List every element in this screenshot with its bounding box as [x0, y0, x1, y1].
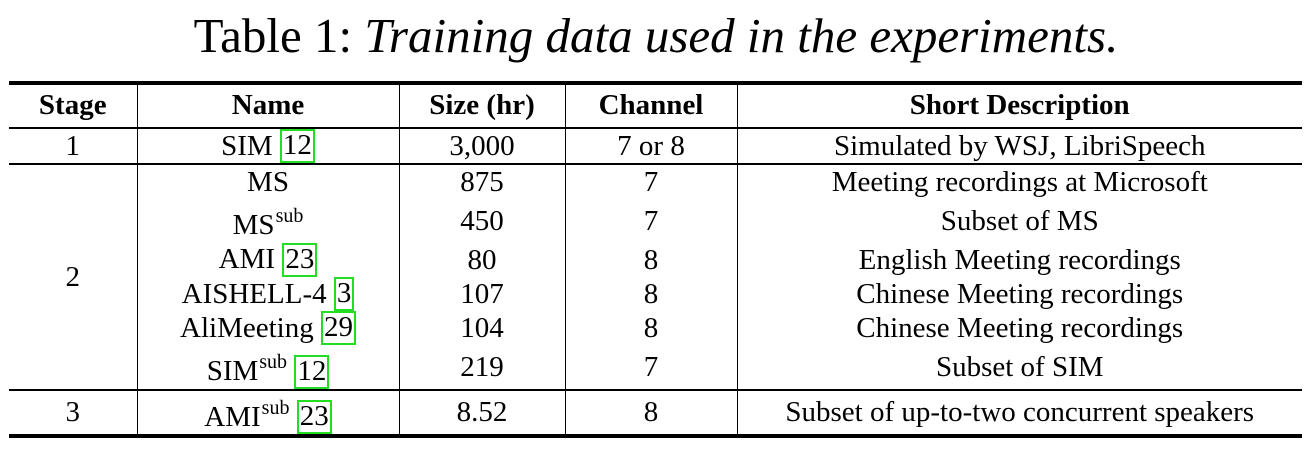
channel-cell: 8 — [564, 389, 737, 439]
name-cell: SIM 12 — [136, 128, 399, 166]
table-row: AISHELL-4 3 107 8 Chinese Meeting record… — [9, 276, 1302, 312]
name-cell: SIMsub 12 — [136, 345, 399, 391]
name-cell: MS — [136, 164, 399, 200]
size-cell: 80 — [398, 242, 565, 277]
header-stage: Stage — [9, 83, 137, 129]
description-cell: English Meeting recordings — [736, 242, 1302, 277]
description-cell: Meeting recordings at Microsoft — [736, 164, 1302, 200]
description-cell: Subset of MS — [736, 199, 1302, 243]
dataset-name: AISHELL-4 — [181, 277, 327, 310]
description-cell: Chinese Meeting recordings — [736, 311, 1302, 346]
description-cell: Subset of up-to-two concurrent speakers — [736, 389, 1302, 439]
citation-link[interactable]: 3 — [333, 277, 355, 312]
citation-link[interactable]: 29 — [320, 311, 356, 346]
header-description: Short Description — [736, 83, 1302, 129]
channel-cell: 8 — [564, 242, 737, 277]
dataset-name: SIM — [206, 355, 259, 388]
dataset-name: MS — [232, 209, 275, 242]
table-row: 3 AMIsub 23 8.52 8 Subset of up-to-two c… — [9, 389, 1302, 439]
citation-link[interactable]: 23 — [296, 400, 332, 435]
header-row: Stage Name Size (hr) Channel Short Descr… — [9, 83, 1302, 129]
table-row: 1 SIM 12 3,000 7 or 8 Simulated by WSJ, … — [9, 128, 1302, 166]
channel-cell: 8 — [564, 311, 737, 346]
superscript: sub — [275, 205, 304, 228]
table-row: 2 MS 875 7 Meeting recordings at Microso… — [9, 164, 1302, 391]
name-cell: AMIsub 23 — [136, 389, 399, 439]
header-size: Size (hr) — [398, 83, 565, 129]
size-cell: 3,000 — [398, 128, 565, 166]
description-cell: Simulated by WSJ, LibriSpeech — [736, 128, 1302, 166]
channel-cell: 7 — [564, 199, 737, 243]
description-cell: Subset of SIM — [736, 345, 1302, 391]
channel-cell: 7 — [564, 345, 737, 391]
name-cell: MSsub — [136, 199, 399, 243]
superscript: sub — [261, 396, 290, 419]
dataset-name: AliMeeting — [180, 312, 314, 345]
table-row: SIMsub 12 219 7 Subset of SIM — [9, 345, 1302, 391]
table-row: AMI 23 80 8 English Meeting recordings — [9, 242, 1302, 277]
size-cell: 219 — [398, 345, 565, 391]
stage-cell: 3 — [9, 389, 137, 439]
header-channel: Channel — [564, 83, 737, 129]
citation-link[interactable]: 12 — [279, 129, 315, 164]
citation-link[interactable]: 23 — [282, 242, 318, 277]
dataset-name: MS — [247, 166, 289, 199]
dataset-name: SIM — [221, 130, 273, 162]
name-cell: AMI 23 — [136, 242, 399, 277]
size-cell: 875 — [398, 164, 565, 200]
size-cell: 104 — [398, 311, 565, 346]
size-cell: 450 — [398, 199, 565, 243]
header-name: Name — [136, 83, 399, 129]
table-row: AliMeeting 29 104 8 Chinese Meeting reco… — [9, 311, 1302, 346]
size-cell: 8.52 — [398, 389, 565, 439]
description-cell: Chinese Meeting recordings — [736, 276, 1302, 312]
table-row: MSsub 450 7 Subset of MS — [9, 199, 1302, 243]
citation-link[interactable]: 12 — [294, 354, 330, 389]
stage-cell: 1 — [9, 128, 137, 166]
caption-text: Training data used in the experiments. — [364, 8, 1119, 63]
channel-cell: 7 — [564, 164, 737, 200]
table-caption: Table 1: Training data used in the exper… — [0, 8, 1312, 64]
channel-cell: 8 — [564, 276, 737, 312]
caption-label: Table 1: — [193, 8, 365, 63]
dataset-name: AMI — [204, 400, 261, 433]
name-cell: AISHELL-4 3 — [136, 276, 399, 312]
channel-cell: 7 or 8 — [564, 128, 737, 166]
name-cell: AliMeeting 29 — [136, 311, 399, 346]
dataset-name: AMI — [218, 243, 276, 276]
training-data-table: Stage Name Size (hr) Channel Short Descr… — [9, 81, 1302, 439]
stage-cell: 2 — [9, 164, 137, 391]
size-cell: 107 — [398, 276, 565, 312]
superscript: sub — [259, 351, 288, 374]
